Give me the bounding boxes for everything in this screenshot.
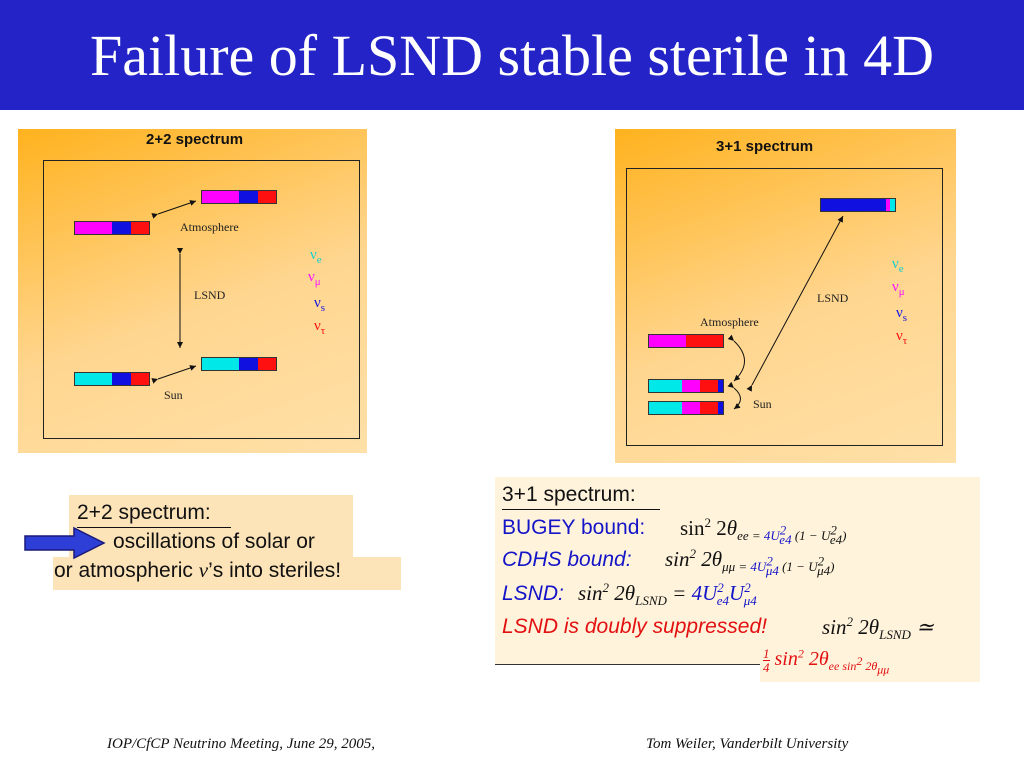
figure-2plus2: 2+2 spectrum Atmosphere LSND Sun νe νμ ν… (18, 129, 367, 453)
legend-nu-e-left: νe (310, 247, 322, 266)
arrow-atmosphere-right (727, 334, 745, 382)
figure-3plus1: 3+1 spectrum Atmosphere LSND Sun νe νμ ν… (615, 129, 956, 463)
footer-author: Tom Weiler, Vanderbilt University (646, 736, 849, 752)
figure-2plus2-label: 2+2 spectrum (146, 131, 244, 148)
bar-atmosphere-right (648, 334, 724, 348)
figure-3plus1-arrows (727, 215, 844, 410)
bugey-label: BUGEY bound: (502, 516, 646, 539)
note-3plus1-formula-box (760, 640, 980, 682)
note-3plus1-box (495, 477, 980, 665)
legend-nu-e-right: νe (892, 256, 904, 275)
note-2plus2-heading: 2+2 spectrum: (77, 501, 211, 524)
arrow-lsnd-right (746, 215, 844, 392)
suppressed-formula-a: sin2 2θLSND ≃ (822, 614, 934, 643)
label-atmosphere-right: Atmosphere (700, 315, 759, 329)
legend-nu-s-right: νs (896, 305, 908, 324)
arrow-atmosphere (151, 200, 197, 219)
label-atmosphere-left: Atmosphere (180, 220, 239, 234)
label-sun-left: Sun (164, 388, 183, 402)
bar-sterile-top (820, 198, 896, 212)
footer-meeting: IOP/CfCP Neutrino Meeting, June 29, 2005… (107, 736, 376, 752)
label-lsnd-left: LSND (194, 288, 226, 302)
pointer-arrow (24, 526, 106, 560)
cdhs-label: CDHS bound: (502, 548, 632, 571)
note-3plus1-underline (502, 509, 660, 510)
legend-nu-tau-left: ντ (314, 318, 326, 337)
note-3plus1-heading: 3+1 spectrum: (502, 483, 636, 506)
note-2plus2-line2: or atmospheric ν’s into steriles! (54, 558, 342, 582)
bar-sun-lower (74, 372, 150, 386)
note-2plus2-box-bottom (53, 557, 401, 590)
bugey-formula: sin2 2θee = 4U2e4 (1 − U2e4) (680, 515, 847, 547)
suppressed-text: LSND is doubly suppressed! (502, 615, 767, 638)
legend-nu-tau-right: ντ (896, 328, 908, 347)
title-bar (0, 0, 1024, 110)
bar-sun-upper-right (648, 379, 724, 393)
figure-2plus2-frame (43, 160, 360, 439)
note-3plus1-baseline (495, 664, 760, 665)
label-sun-right: Sun (753, 397, 772, 411)
note-2plus2-box-top (69, 495, 353, 557)
legend-nu-s-left: νs (314, 295, 326, 314)
bar-sun-upper (201, 357, 277, 371)
arrow-sun (151, 365, 197, 384)
arrow-sun-right (727, 381, 741, 410)
note-2plus2-underline (77, 527, 231, 528)
label-lsnd-right: LSND (817, 291, 849, 305)
lsnd-formula: sin2 2θLSND = 4U2e4U2μ4 (578, 580, 757, 609)
lsnd-label: LSND: (502, 582, 564, 605)
bar-sun-lower-right (648, 401, 724, 415)
figure-2plus2-arrows (151, 200, 197, 384)
note-2plus2-line1: oscillations of solar or (113, 530, 315, 553)
bar-atm-lower (74, 221, 150, 235)
cdhs-formula: sin2 2θμμ = 4U2μ4 (1 − U2μ4) (665, 546, 835, 578)
slide-title: Failure of LSND stable sterile in 4D (89, 23, 935, 88)
legend-nu-mu-right: νμ (892, 279, 905, 298)
figure-3plus1-frame (626, 168, 943, 446)
figure-3plus1-label: 3+1 spectrum (716, 138, 814, 155)
bar-atm-upper (201, 190, 277, 204)
legend-nu-mu-left: νμ (308, 269, 321, 288)
